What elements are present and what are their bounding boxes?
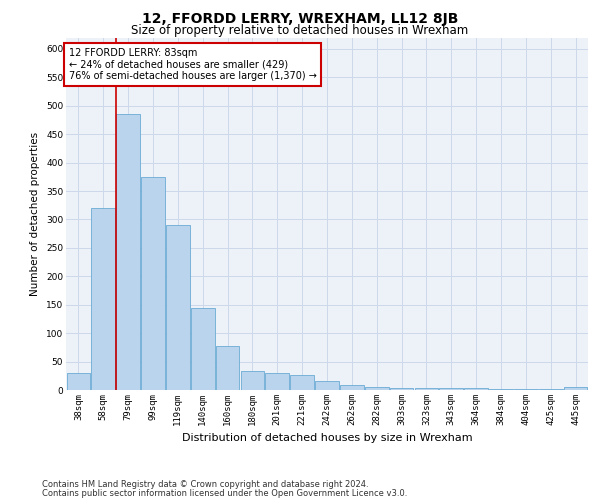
Bar (191, 308, 215, 390)
Bar (415, 388, 438, 390)
X-axis label: Distribution of detached houses by size in Wrexham: Distribution of detached houses by size … (182, 434, 472, 444)
Text: Contains HM Land Registry data © Crown copyright and database right 2024.: Contains HM Land Registry data © Crown c… (42, 480, 368, 489)
Bar (67, 373, 90, 390)
Bar (265, 373, 289, 390)
Bar (439, 388, 463, 390)
Bar (464, 388, 488, 390)
Text: Size of property relative to detached houses in Wrexham: Size of property relative to detached ho… (131, 24, 469, 37)
Text: 12, FFORDD LERRY, WREXHAM, LL12 8JB: 12, FFORDD LERRY, WREXHAM, LL12 8JB (142, 12, 458, 26)
Bar (141, 177, 165, 390)
Bar (91, 208, 115, 390)
Bar (315, 382, 339, 390)
Y-axis label: Number of detached properties: Number of detached properties (31, 132, 40, 296)
Text: Contains public sector information licensed under the Open Government Licence v3: Contains public sector information licen… (42, 488, 407, 498)
Bar (216, 346, 239, 390)
Text: 12 FFORDD LERRY: 83sqm
← 24% of detached houses are smaller (429)
76% of semi-de: 12 FFORDD LERRY: 83sqm ← 24% of detached… (68, 48, 316, 82)
Bar (241, 371, 264, 390)
Bar (365, 387, 389, 390)
Bar (166, 225, 190, 390)
Bar (116, 114, 140, 390)
Bar (340, 386, 364, 390)
Bar (290, 374, 314, 390)
Bar (390, 388, 413, 390)
Bar (564, 387, 587, 390)
